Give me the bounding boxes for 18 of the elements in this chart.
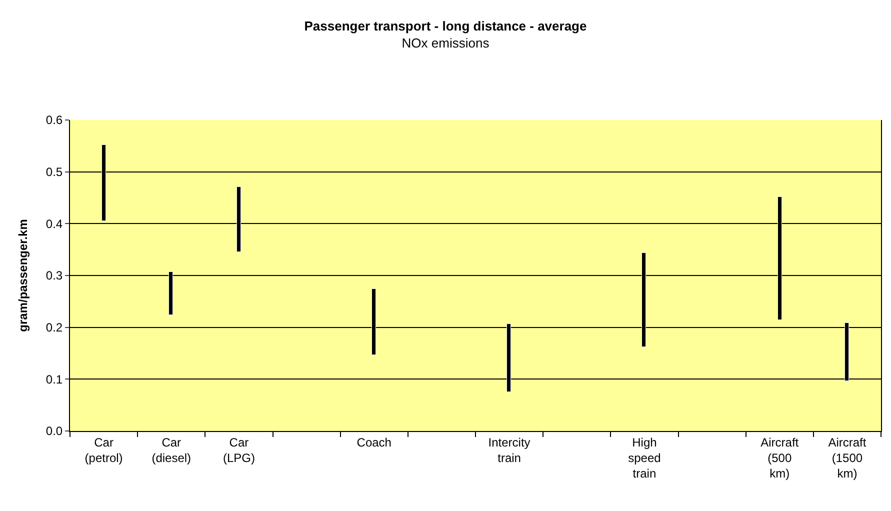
chart-subtitle: NOx emissions xyxy=(402,36,490,51)
x-tick-label: Coach xyxy=(356,435,392,450)
y-tick-label: 0.0 xyxy=(46,424,63,438)
y-tick-label: 0.3 xyxy=(46,268,63,283)
x-tick-label: Car (LPG) xyxy=(222,435,255,465)
x-tick-label: Intercity train xyxy=(488,435,530,465)
x-tick-label: Car (diesel) xyxy=(152,435,192,465)
y-tick-label: 0.2 xyxy=(46,320,63,335)
y-tick-label: 0.5 xyxy=(46,165,63,180)
y-tick-label: 0.1 xyxy=(46,372,63,386)
y-axis-title: gram/passenger.km xyxy=(16,219,30,332)
y-tick-label: 0.4 xyxy=(46,216,63,231)
chart-title: Passenger transport - long distance - average xyxy=(304,18,587,34)
x-tick-label: Aircraft (500 km) xyxy=(760,435,800,481)
x-tick-label: Car (petrol) xyxy=(84,435,123,465)
x-tick-label: High speed train xyxy=(628,435,661,481)
y-tick-label: 0.6 xyxy=(46,113,63,128)
x-tick-label: Aircraft (1500 km) xyxy=(828,435,867,481)
